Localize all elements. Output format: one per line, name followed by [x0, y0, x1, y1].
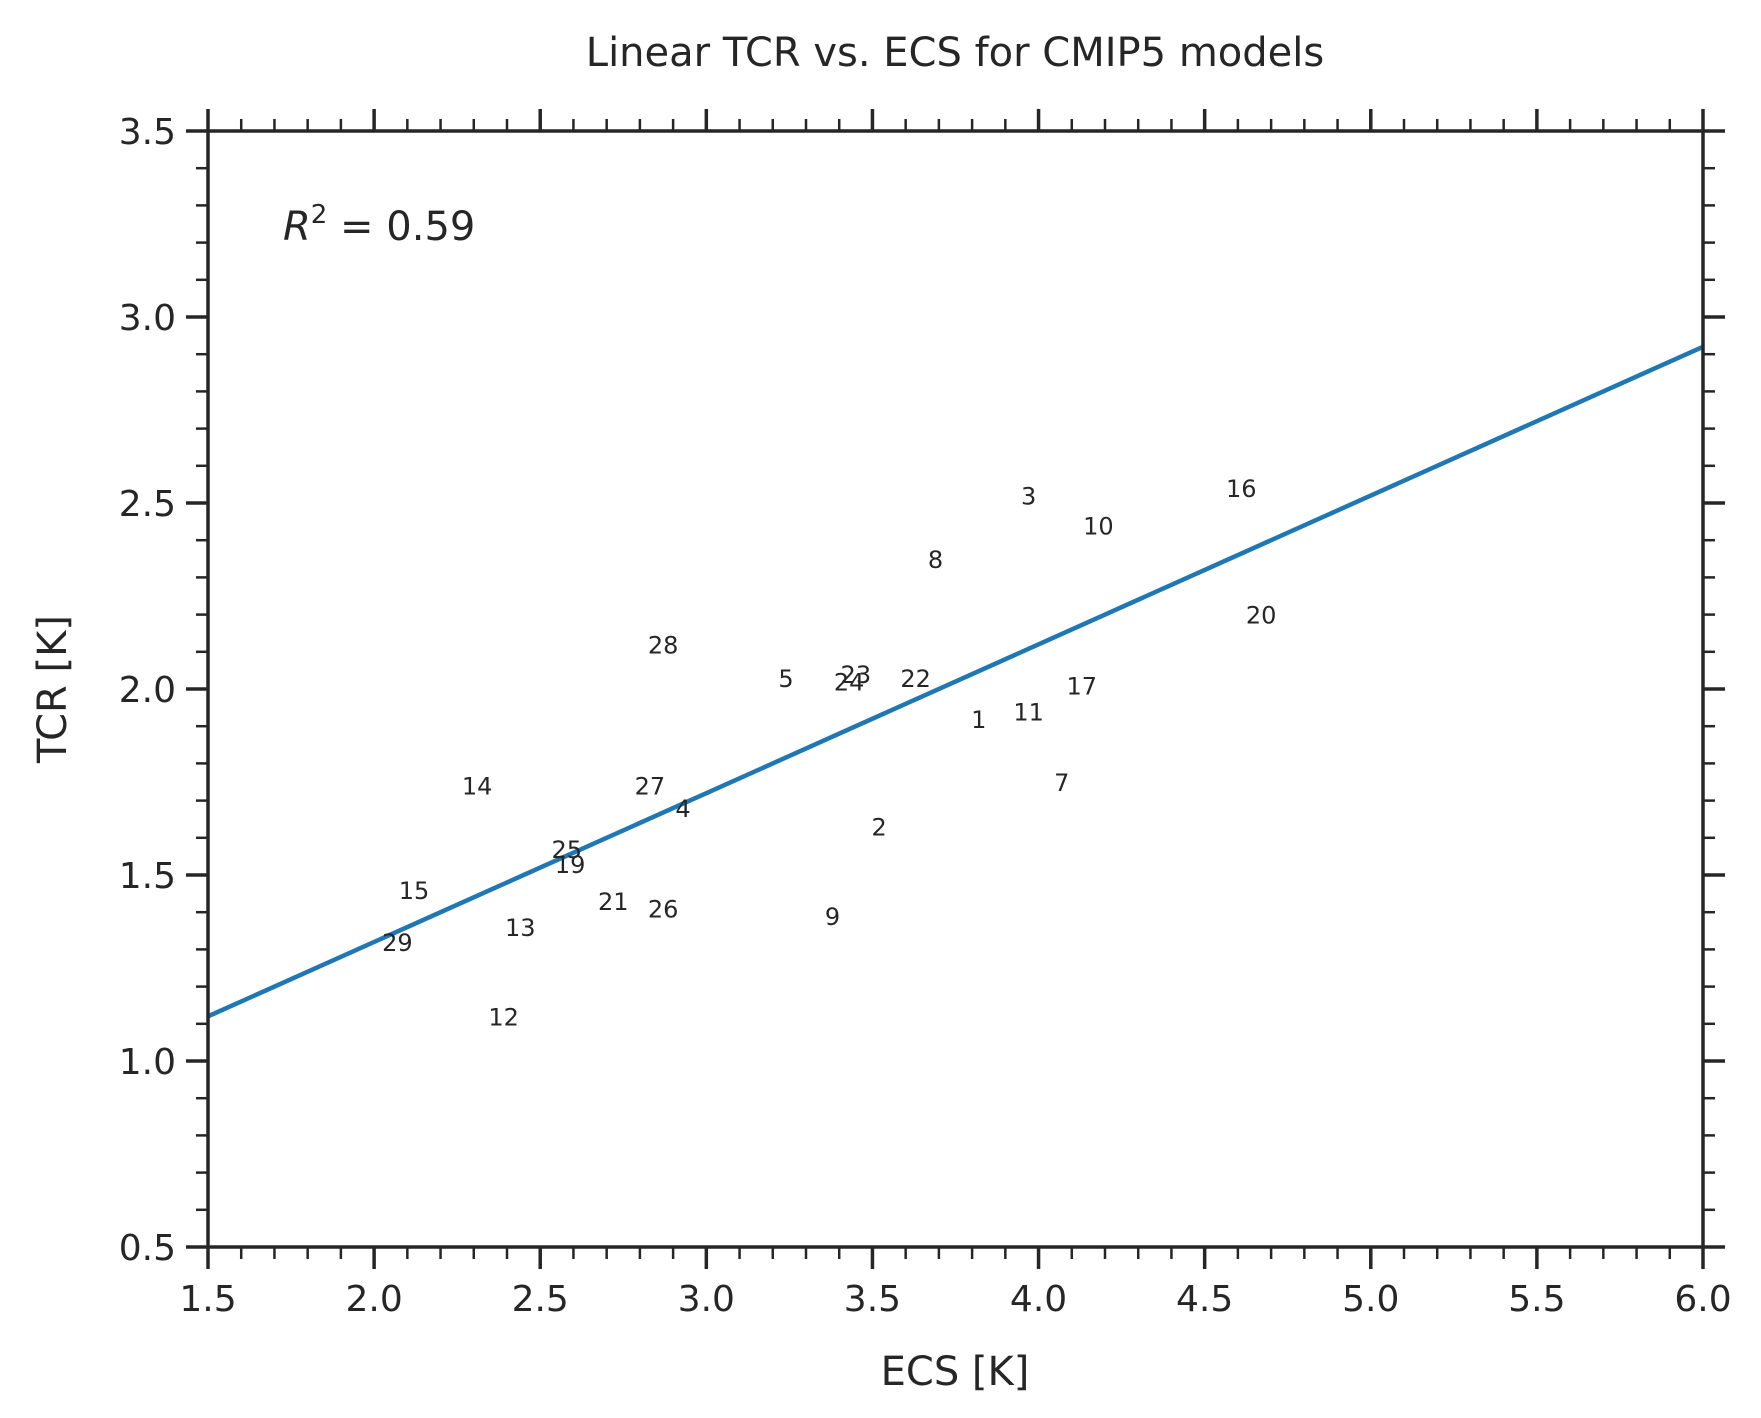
model-point-label: 21 — [598, 888, 629, 916]
model-point-label: 7 — [1054, 769, 1069, 797]
model-point-label: 29 — [382, 929, 413, 957]
y-tick-label: 3.0 — [119, 298, 176, 339]
y-tick-label: 1.5 — [119, 856, 176, 897]
r-squared-annotation: R2 = 0.59 — [283, 200, 475, 250]
model-point-label: 11 — [1013, 698, 1044, 726]
r-exponent: 2 — [311, 200, 328, 230]
x-tick-label: 4.5 — [1176, 1279, 1233, 1320]
model-point-label: 12 — [488, 1003, 519, 1031]
y-tick-label: 1.0 — [119, 1042, 176, 1083]
x-tick-label: 6.0 — [1674, 1279, 1731, 1320]
model-point-label: 28 — [648, 631, 679, 659]
x-tick-label: 2.5 — [512, 1279, 569, 1320]
x-tick-label: 5.0 — [1342, 1279, 1399, 1320]
model-point-label: 13 — [505, 914, 536, 942]
point-labels: 1234578910111213141516171920212223242526… — [382, 475, 1276, 1031]
x-tick-label: 4.0 — [1010, 1279, 1067, 1320]
tick-labels: 1.5 2.0 2.5 3.0 3.5 4.0 4.5 5.0 5.5 6.0 0.5 1.0 1.5 2… — [119, 112, 1732, 1320]
model-point-label: 23 — [841, 661, 872, 689]
model-point-label: 20 — [1246, 602, 1277, 630]
y-tick-label: 2.0 — [119, 670, 176, 711]
model-point-label: 5 — [778, 665, 793, 693]
chart-title: Linear TCR vs. ECS for CMIP5 models — [586, 30, 1324, 76]
x-tick-label: 2.0 — [345, 1279, 402, 1320]
model-point-label: 16 — [1226, 475, 1257, 503]
plot-frame — [206, 129, 1705, 1249]
axis-ticks — [186, 109, 1725, 1269]
x-tick-label: 3.5 — [844, 1279, 901, 1320]
model-point-label: 27 — [635, 773, 666, 801]
x-tick-label: 5.5 — [1508, 1279, 1565, 1320]
model-point-label: 4 — [675, 795, 690, 823]
model-point-label: 3 — [1021, 483, 1036, 511]
model-point-label: 22 — [900, 665, 931, 693]
y-tick-label: 3.5 — [119, 112, 176, 153]
model-point-label: 24 — [834, 669, 865, 697]
y-tick-label: 2.5 — [119, 484, 176, 525]
model-point-label: 8 — [928, 546, 943, 574]
model-point-label: 2 — [871, 814, 886, 842]
model-point-label: 14 — [462, 773, 493, 801]
model-point-label: 9 — [825, 903, 840, 931]
y-axis-label: TCR [K] — [30, 615, 76, 764]
regression-line — [207, 344, 1704, 1019]
x-tick-label: 3.0 — [678, 1279, 735, 1320]
model-point-label: 25 — [552, 836, 583, 864]
model-point-label: 1 — [971, 706, 986, 734]
model-point-label: 26 — [648, 895, 679, 923]
model-point-label: 15 — [399, 877, 430, 905]
x-axis-label: ECS [K] — [881, 1349, 1030, 1395]
y-tick-label: 0.5 — [119, 1228, 176, 1269]
model-point-label: 10 — [1083, 512, 1114, 540]
r-symbol: R — [283, 204, 311, 250]
model-point-label: 19 — [555, 851, 586, 879]
model-point-label: 17 — [1066, 672, 1097, 700]
r-value: = 0.59 — [327, 204, 475, 250]
x-tick-label: 1.5 — [179, 1279, 236, 1320]
